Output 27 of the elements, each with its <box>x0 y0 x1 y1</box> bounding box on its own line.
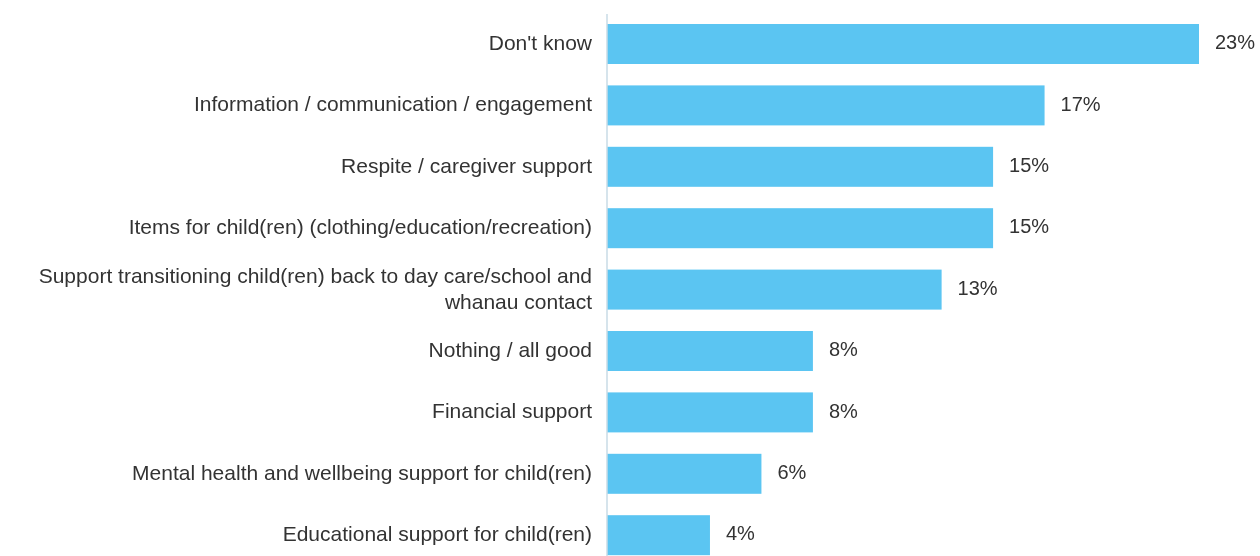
bar <box>607 208 994 249</box>
bar <box>607 85 1045 126</box>
y-tick-label: Items for child(ren) (clothing/education/recreation) <box>128 214 592 238</box>
data-label: 15% <box>1009 215 1050 238</box>
bar <box>607 453 762 494</box>
y-tick-label: Support transitioning child(ren) back to day care/school and whanau contact <box>38 263 593 313</box>
data-label: 13% <box>957 276 998 299</box>
bar <box>607 24 1199 64</box>
bar <box>607 331 813 371</box>
y-tick-label: Respite / caregiver support <box>341 153 593 177</box>
y-tick-label: Financial support <box>432 398 593 422</box>
y-tick-label: Information / communication / engagement <box>193 91 593 115</box>
y-tick-label: Don't know <box>488 30 593 54</box>
bar <box>607 515 710 556</box>
y-tick-label: Educational support for child(ren) <box>282 521 592 545</box>
y-tick-label: Nothing / all good <box>428 337 592 361</box>
data-label: 15% <box>1009 154 1050 177</box>
data-label: 8% <box>828 399 859 422</box>
data-label: 23% <box>1215 31 1256 54</box>
data-label: 8% <box>828 338 859 361</box>
bar <box>607 392 813 433</box>
data-label: 4% <box>725 522 756 545</box>
data-label: 6% <box>777 461 807 484</box>
bar <box>607 146 994 187</box>
y-tick-label: Mental health and wellbeing support for child(ren) <box>132 460 592 484</box>
data-label: 17% <box>1060 92 1101 115</box>
bar <box>607 269 942 310</box>
